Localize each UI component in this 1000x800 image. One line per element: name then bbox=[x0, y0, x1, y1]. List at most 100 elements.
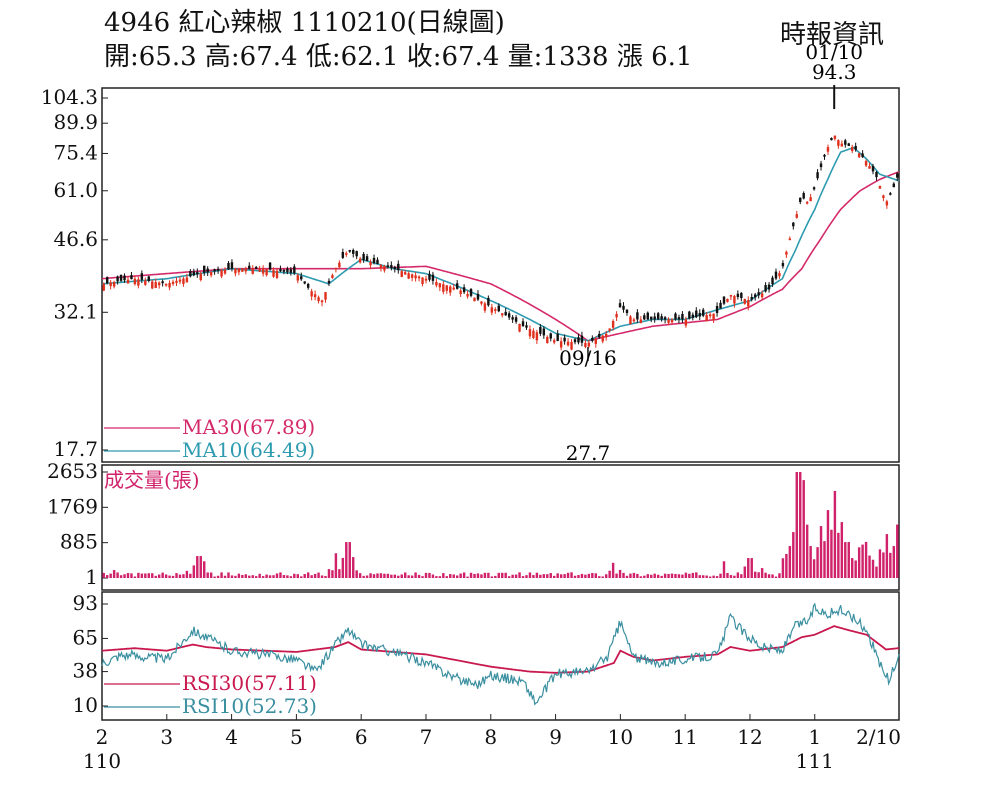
candle-body bbox=[646, 312, 649, 320]
volume-bar bbox=[889, 552, 892, 578]
candle-body bbox=[695, 310, 698, 318]
volume-bar bbox=[241, 574, 244, 578]
candle-body bbox=[757, 292, 760, 296]
x-tick-label: 3 bbox=[160, 725, 173, 749]
legend-label: RSI30(57.11) bbox=[182, 671, 317, 695]
candle-body bbox=[840, 143, 844, 147]
volume-bar bbox=[455, 575, 459, 578]
volume-bar bbox=[812, 559, 816, 578]
volume-bar bbox=[542, 574, 546, 578]
volume-bar bbox=[383, 573, 386, 578]
candle-body bbox=[823, 154, 826, 157]
rsi30-line bbox=[101, 625, 900, 674]
candle-body bbox=[767, 284, 771, 290]
volume-y-tick-label: 2653 bbox=[47, 459, 98, 483]
volume-bar bbox=[573, 575, 577, 578]
legend-label: MA30(67.89) bbox=[182, 415, 315, 439]
candle-body bbox=[542, 328, 546, 336]
volume-bar bbox=[182, 574, 185, 578]
candle-body bbox=[511, 317, 514, 320]
candle-body bbox=[643, 315, 646, 320]
candle-body bbox=[483, 303, 487, 311]
candle-body bbox=[864, 160, 868, 166]
candle-body bbox=[677, 317, 681, 320]
volume-bar bbox=[591, 572, 594, 578]
volume-bar bbox=[885, 534, 889, 578]
candle-body bbox=[376, 259, 379, 265]
candle-body bbox=[331, 275, 334, 278]
volume-bar bbox=[154, 575, 157, 578]
volume-bar bbox=[216, 575, 220, 578]
volume-bar bbox=[459, 573, 462, 578]
volume-bar bbox=[209, 572, 213, 578]
volume-bar bbox=[234, 575, 237, 578]
candle-body bbox=[670, 319, 674, 323]
candle-body bbox=[497, 305, 500, 312]
candle-body bbox=[771, 277, 774, 285]
volume-bar bbox=[130, 573, 133, 578]
candle-body bbox=[189, 271, 192, 277]
volume-bar bbox=[338, 569, 341, 578]
volume-bar bbox=[753, 571, 757, 578]
candle-body bbox=[854, 146, 857, 150]
candle-body bbox=[428, 273, 431, 280]
volume-bar bbox=[684, 572, 688, 578]
candle-body bbox=[861, 153, 864, 158]
candle-body bbox=[431, 274, 435, 281]
candle-body bbox=[494, 309, 497, 311]
candle-body bbox=[438, 283, 442, 288]
volume-bar bbox=[868, 555, 871, 578]
ohlc-summary: 開:65.3 高:67.4 低:62.1 收:67.4 量:1338 漲 6.1 bbox=[104, 42, 693, 72]
candle-body bbox=[352, 249, 355, 254]
candle-body bbox=[753, 294, 757, 298]
candle-body bbox=[230, 262, 234, 269]
volume-bar bbox=[733, 575, 736, 578]
volume-bar bbox=[535, 572, 539, 578]
candle-body bbox=[355, 251, 358, 257]
volume-bar bbox=[300, 576, 303, 578]
candle-body bbox=[684, 319, 688, 326]
candle-body bbox=[234, 268, 237, 274]
volume-bar bbox=[663, 573, 667, 578]
volume-bar bbox=[608, 570, 611, 578]
volume-bar bbox=[622, 572, 625, 578]
volume-bar bbox=[805, 524, 809, 578]
volume-bar bbox=[847, 542, 850, 578]
volume-bar bbox=[743, 566, 747, 578]
candle-body bbox=[504, 311, 507, 316]
volume-bar bbox=[618, 569, 622, 578]
candle-body bbox=[729, 294, 733, 297]
volume-bar bbox=[708, 576, 712, 578]
candle-body bbox=[196, 272, 199, 275]
candle-body bbox=[507, 313, 511, 318]
high-date: 01/10 bbox=[805, 40, 863, 64]
candle-body bbox=[341, 252, 345, 258]
volume-bar bbox=[369, 573, 372, 578]
candle-body bbox=[293, 266, 296, 274]
volume-bar bbox=[861, 544, 864, 578]
candle-body bbox=[712, 313, 715, 320]
candle-body bbox=[469, 288, 473, 296]
x-tick-label: 6 bbox=[355, 725, 368, 749]
volume-bar bbox=[261, 576, 265, 578]
volume-bar bbox=[525, 575, 528, 578]
candle-body bbox=[348, 249, 351, 252]
volume-bar bbox=[407, 575, 410, 578]
ma10-line bbox=[101, 146, 900, 342]
volume-bar bbox=[372, 574, 376, 578]
candle-body bbox=[310, 291, 313, 297]
volume-bar bbox=[254, 576, 258, 578]
candle-body bbox=[102, 283, 105, 291]
candle-body bbox=[306, 283, 310, 288]
candle-body bbox=[178, 279, 182, 282]
volume-bar bbox=[549, 573, 552, 578]
volume-bar bbox=[133, 576, 137, 578]
volume-bar bbox=[864, 541, 868, 578]
candle-body bbox=[570, 341, 573, 350]
candle-body bbox=[532, 330, 535, 338]
candle-body bbox=[414, 275, 417, 279]
legend-label: MA10(64.49) bbox=[182, 438, 315, 462]
rsi-y-tick-label: 65 bbox=[73, 625, 98, 649]
high-value: 94.3 bbox=[812, 60, 857, 84]
